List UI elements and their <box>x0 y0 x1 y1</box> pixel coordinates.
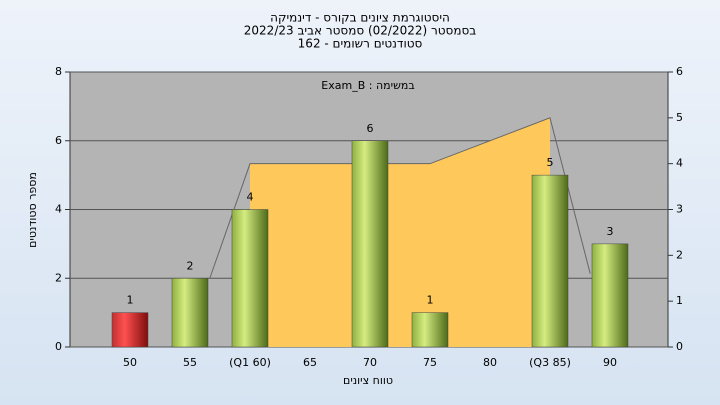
x-tick-label: 50 <box>123 356 137 369</box>
x-tick-label: 55 <box>183 356 197 369</box>
value-label: 2 <box>187 259 194 272</box>
x-tick-label: 70 <box>363 356 377 369</box>
x-tick-label: 90 <box>603 356 617 369</box>
x-tick-label: (Q3 85) <box>529 356 571 369</box>
title-line: בסמסטר (02/2022) סמסטר אביב 2022/23 <box>244 24 476 38</box>
y-tick-label: 2 <box>55 271 62 284</box>
y2-tick-label: 0 <box>676 340 683 353</box>
bar <box>411 312 449 348</box>
overlay-line <box>209 117 591 279</box>
value-label: 1 <box>127 294 134 307</box>
y-axis-label: מספר סטודנטים <box>26 172 39 248</box>
value-label: 6 <box>367 122 374 135</box>
y2-tick-label: 1 <box>676 294 683 307</box>
x-axis-label: טווח ציונים <box>343 374 393 387</box>
bar <box>351 140 389 348</box>
x-tick-label: 80 <box>483 356 497 369</box>
value-label: 1 <box>427 294 434 307</box>
y2-tick-label: 4 <box>676 157 683 170</box>
y2-tick-label: 3 <box>676 203 683 216</box>
value-label: 5 <box>547 156 554 169</box>
y2-tick-label: 5 <box>676 111 683 124</box>
value-label: 4 <box>247 191 254 204</box>
bar <box>531 174 569 348</box>
title-line: סטודנטים רשומים - 162 <box>298 37 423 51</box>
y2-tick-label: 6 <box>676 65 683 78</box>
y2-tick-label: 2 <box>676 248 683 261</box>
x-tick-label: (Q1 60) <box>229 356 271 369</box>
y-tick-label: 0 <box>55 340 62 353</box>
x-tick-label: 75 <box>423 356 437 369</box>
bar <box>231 209 269 348</box>
annotation: במשימה : Exam_B <box>321 79 414 92</box>
title-line: היסטוגרמת ציונים בקורס - דינמיקה <box>270 11 450 25</box>
bar <box>111 312 149 348</box>
overlay-area <box>250 117 550 347</box>
x-tick-label: 65 <box>303 356 317 369</box>
bar <box>171 278 209 348</box>
bar <box>591 243 629 348</box>
y-tick-label: 8 <box>55 65 62 78</box>
value-label: 3 <box>607 225 614 238</box>
y-tick-label: 4 <box>55 203 62 216</box>
y-tick-label: 6 <box>55 134 62 147</box>
